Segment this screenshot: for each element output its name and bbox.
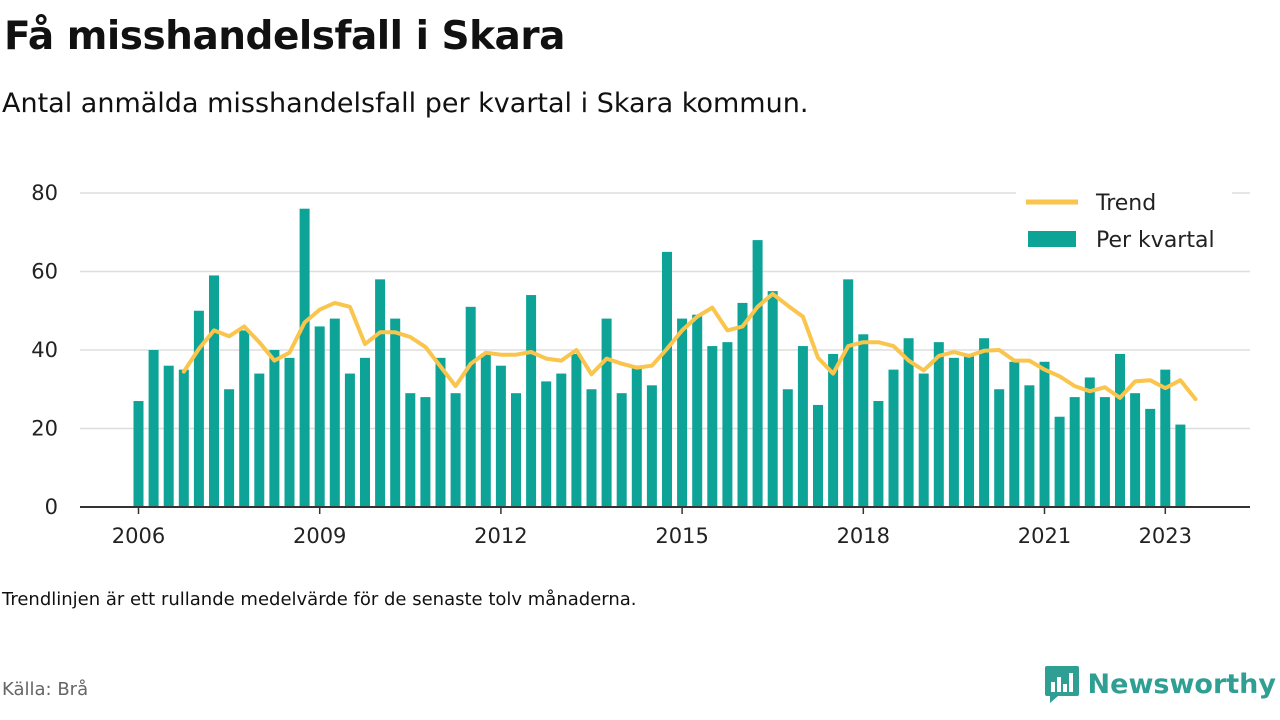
bar [420,397,431,507]
y-tick-label: 20 [31,417,58,441]
bar [556,373,567,507]
brand-logo: Newsworthy [1044,664,1276,704]
bar [1145,408,1156,507]
bar [239,330,250,507]
x-tick-label: 2012 [474,524,527,548]
bar [888,369,899,507]
bar [193,310,204,507]
bar [601,318,612,507]
bar [631,365,642,507]
bar [495,365,506,507]
bar [903,338,914,507]
x-tick-label: 2021 [1018,524,1071,548]
bar [329,318,340,507]
bar [737,302,748,507]
bar [299,208,310,507]
bar [314,326,325,507]
bar [1175,424,1186,507]
bar [541,381,552,507]
bars-per-kvartal [133,208,1186,507]
bar [133,401,144,507]
bar [435,357,446,507]
bar [224,389,235,507]
bar [344,373,355,507]
bar [163,365,174,507]
bar [178,369,189,507]
bar [752,240,763,507]
bar [979,338,990,507]
bar [813,404,823,507]
legend-trend-label: Trend [1095,191,1156,216]
bar [480,353,491,507]
x-tick-label: 2006 [112,524,165,548]
bar [375,279,386,507]
bar [511,393,521,507]
bar [1160,369,1171,507]
bar [843,279,854,507]
bar [586,389,597,507]
x-tick-label: 2018 [837,524,890,548]
bar [526,295,537,507]
bar [450,393,461,507]
bar [707,346,718,507]
legend: Trend Per kvartal [1016,185,1232,265]
x-tick-label: 2015 [655,524,708,548]
y-axis-ticks: 0 20 40 60 80 [31,181,58,519]
bar [767,291,778,507]
bar [209,275,219,507]
x-tick-label: 2009 [293,524,346,548]
brand-name: Newsworthy [1087,668,1276,700]
bar [1069,397,1080,507]
bar [1130,393,1141,507]
bar [994,389,1005,507]
bar [1099,397,1110,507]
bar [284,357,295,507]
bar [360,357,370,507]
bar [722,342,733,507]
bar [646,385,657,507]
bar [782,389,793,507]
chart-subtitle: Antal anmälda misshandelsfall per kvarta… [2,88,809,119]
y-tick-label: 80 [31,181,58,205]
y-tick-label: 40 [31,338,58,362]
bar [254,373,265,507]
bar [828,353,839,507]
y-tick-label: 60 [31,260,58,284]
bar [677,318,688,507]
x-axis-ticks: 2006 2009 2012 2015 2018 2021 2023 [112,507,1192,548]
trend-note: Trendlinjen är ett rullande medelvärde f… [2,589,637,610]
legend-background [1016,185,1232,265]
bar [1009,361,1020,507]
x-tick-label: 2023 [1139,524,1192,548]
bar [933,342,944,507]
bar-chart-logo-icon [1044,666,1079,703]
bar [858,334,869,507]
bar [873,401,884,507]
bar [948,357,959,507]
chart-title: Få misshandelsfall i Skara [4,14,565,59]
source-label: Källa: Brå [2,679,89,700]
legend-bar-swatch [1028,231,1076,247]
y-tick-label: 0 [45,495,58,519]
bar [390,318,401,507]
bar [1039,361,1050,507]
bar [1024,385,1035,507]
bar [405,393,416,507]
bar [465,306,476,507]
bar [692,314,703,507]
bar-chart: 0 20 40 60 80 2006 2009 2012 2015 2018 2021 2023 T… [31,181,1250,548]
bar [964,353,974,507]
bar [616,393,627,507]
bar [1084,377,1095,507]
bar [269,350,280,507]
bar [1115,353,1125,507]
legend-bar-label: Per kvartal [1096,228,1215,253]
bar [797,346,808,507]
trend-line [181,291,1198,402]
bar [918,373,929,507]
bar [148,350,159,507]
bar [1054,416,1065,507]
bar [662,251,672,507]
bar [571,353,582,507]
